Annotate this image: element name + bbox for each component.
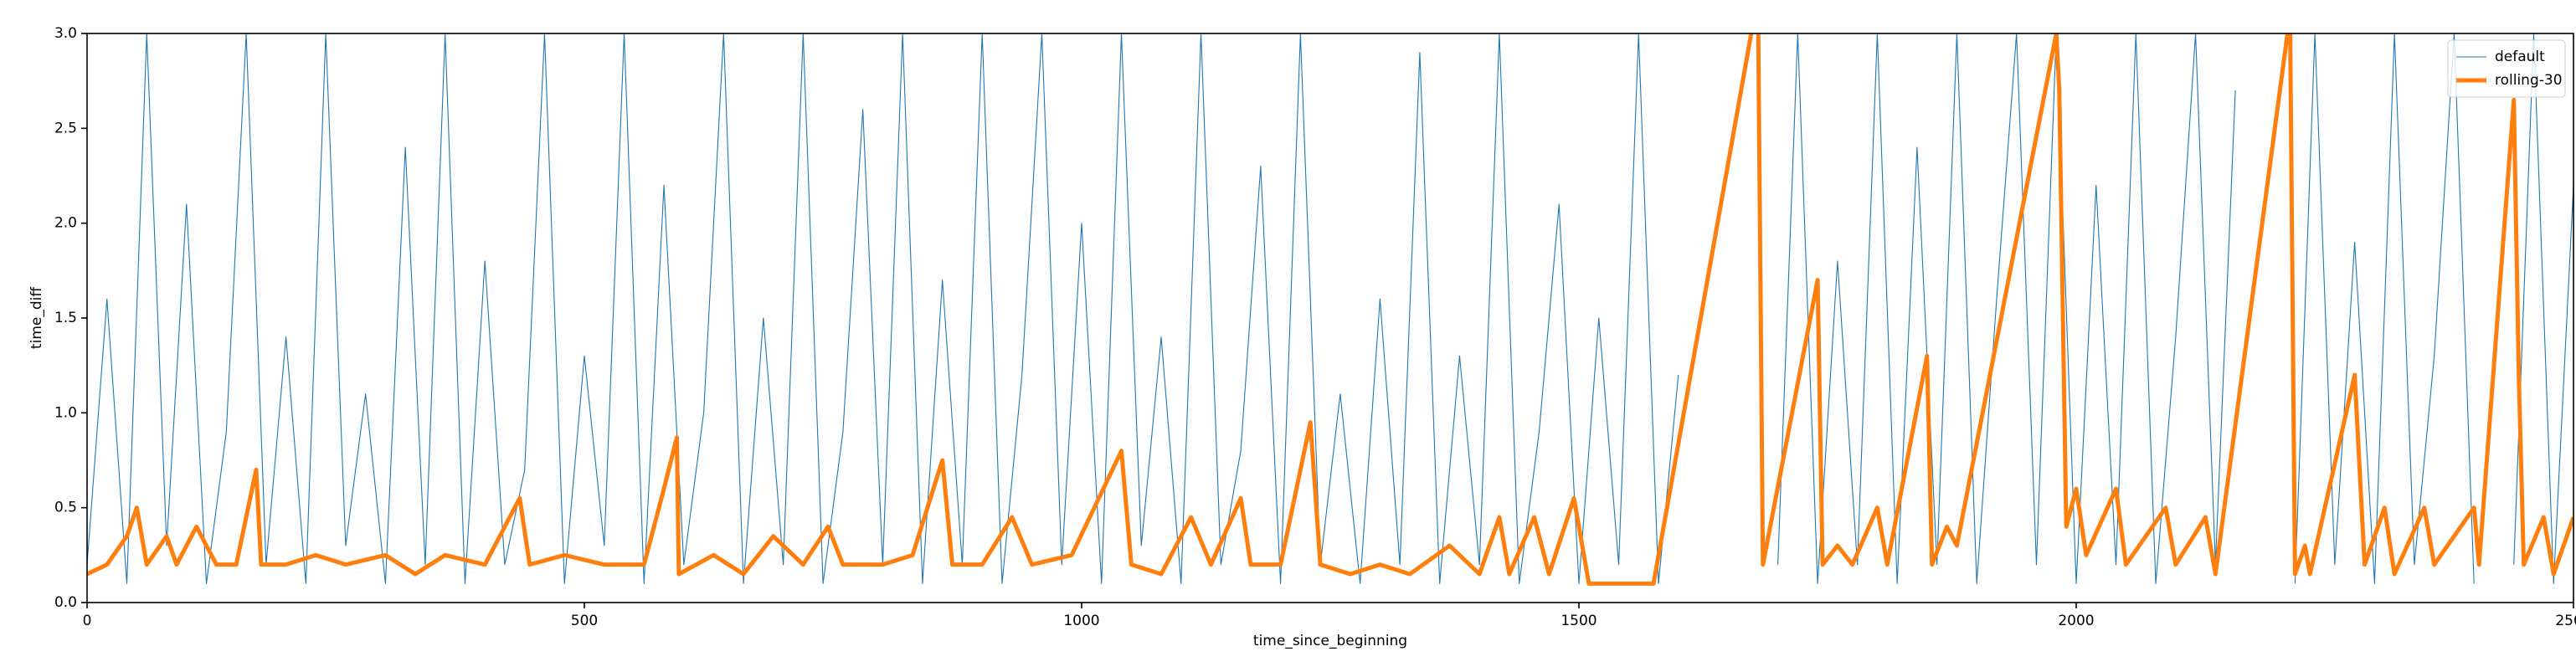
y-tick-label: 1.0 [54, 404, 77, 421]
x-tick-label: 0 [83, 613, 92, 629]
plot-frame [86, 33, 2574, 603]
x-tick-label: 1000 [1063, 613, 1099, 629]
x-tick-label: 2500 [2555, 613, 2576, 629]
x-axis-label: time_since_beginning [1253, 633, 1407, 649]
y-tick-label: 3.0 [54, 25, 77, 42]
series-line [87, 33, 2573, 584]
y-tick-label: 1.5 [54, 310, 77, 326]
x-tick-label: 2000 [2058, 613, 2094, 629]
y-tick-label: 2.5 [54, 120, 77, 136]
y-tick-label: 0.0 [54, 594, 77, 611]
y-tick-label: 0.5 [54, 500, 77, 516]
x-tick-label: 1500 [1561, 613, 1597, 629]
y-tick-label: 2.0 [54, 215, 77, 232]
legend: default rolling-30 [2447, 39, 2566, 98]
series-line [87, 33, 2573, 586]
legend-label: default [2495, 49, 2545, 65]
x-tick-label: 500 [571, 613, 598, 629]
legend-label: rolling-30 [2495, 72, 2563, 89]
legend-box [2447, 39, 2566, 98]
y-axis-label: time_diff [28, 286, 45, 349]
plot-area [87, 33, 2573, 586]
